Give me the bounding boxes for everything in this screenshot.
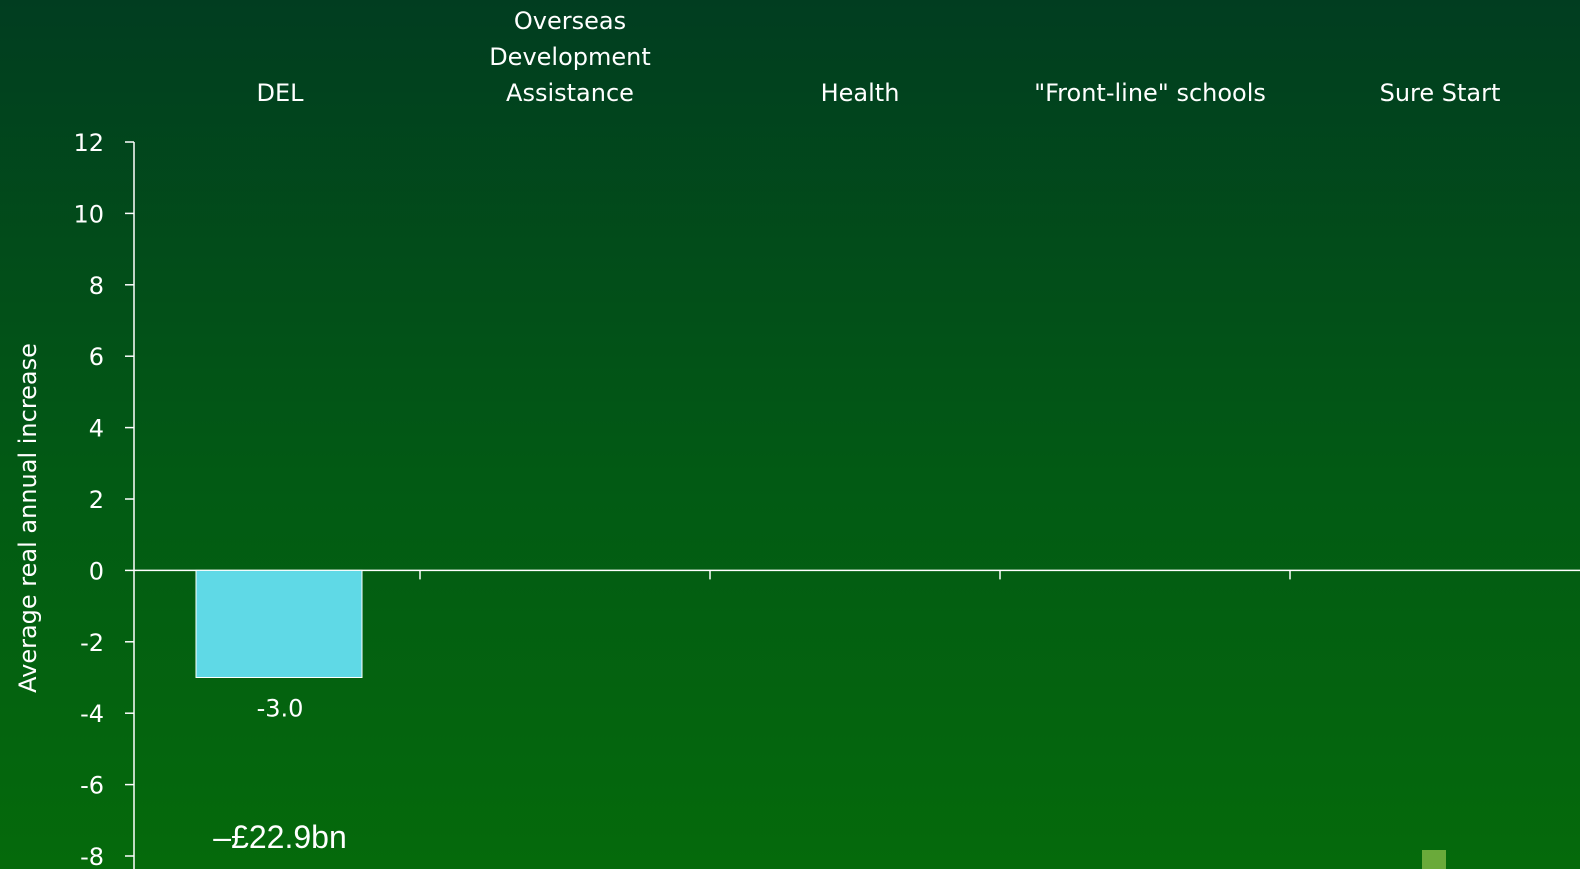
y-tick-label: 12 [73, 129, 104, 157]
category-label: "Front-line" schools [1034, 79, 1266, 107]
category-labels: DEL Overseas Development Assistance Health "F… [256, 7, 1500, 107]
y-tick-label: -6 [80, 772, 104, 800]
y-tick-label: -4 [80, 700, 104, 728]
bars [195, 569, 363, 679]
annotation-text: –£22.9bn [213, 819, 346, 855]
y-tick-label: 4 [89, 415, 104, 443]
x-axis [134, 569, 1580, 580]
category-label: Sure Start [1380, 79, 1501, 107]
y-axis-label: Average real annual increase [14, 343, 42, 693]
category-label: DEL [256, 79, 304, 107]
legend-swatch [1422, 850, 1446, 869]
bar-del [195, 569, 363, 679]
y-tick-label: -8 [80, 843, 104, 869]
y-tick-label: 6 [89, 343, 104, 371]
y-axis: 12 10 8 6 4 2 0 -2 -4 -6 -8 [73, 129, 135, 869]
y-tick-label: -2 [80, 629, 104, 657]
y-tick-label: 10 [73, 200, 104, 228]
data-labels: -3.0 [257, 695, 304, 723]
y-tick-label: 0 [89, 557, 104, 585]
y-tick-label: 8 [89, 272, 104, 300]
category-label: Overseas Development Assistance [489, 7, 651, 107]
data-label: -3.0 [257, 695, 304, 723]
category-label: Health [821, 79, 900, 107]
y-tick-label: 2 [89, 486, 104, 514]
